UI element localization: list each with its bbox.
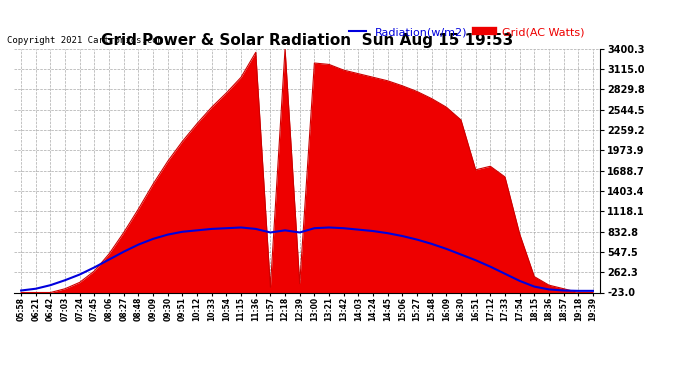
Text: Copyright 2021 Cartronics.com: Copyright 2021 Cartronics.com [7,36,163,45]
Legend: Radiation(w/m2), Grid(AC Watts): Radiation(w/m2), Grid(AC Watts) [345,22,589,42]
Title: Grid Power & Solar Radiation  Sun Aug 15 19:53: Grid Power & Solar Radiation Sun Aug 15 … [101,33,513,48]
